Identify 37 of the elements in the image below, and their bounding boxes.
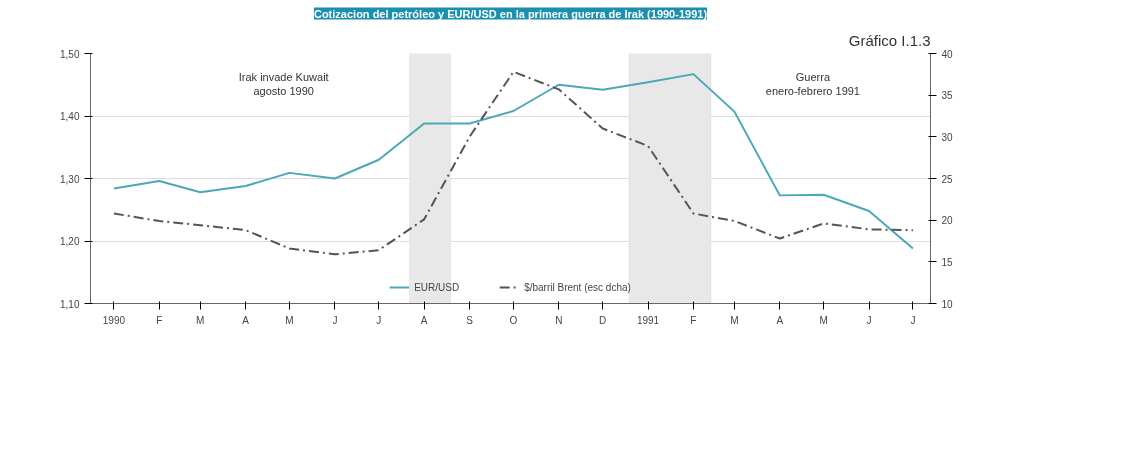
y-tick-label: 1,50	[60, 48, 80, 60]
legend-label: $/barril Brent (esc dcha)	[524, 281, 631, 293]
x-tick-label: A	[420, 314, 428, 326]
x-tick-label: A	[242, 314, 250, 326]
x-tick-label: A	[776, 314, 784, 326]
y2-tick-label: 30	[941, 131, 954, 143]
y-tick-label: 1,20	[60, 236, 80, 247]
x-tick-label: J	[332, 314, 338, 326]
x-tick-label: J	[866, 314, 872, 326]
x-tick-label: J	[910, 314, 916, 326]
y-tick-label: 1,40	[60, 111, 80, 122]
x-tick-label: 1991	[636, 314, 660, 326]
x-tick-label: M	[196, 314, 205, 326]
x-tick-label: N	[555, 314, 563, 326]
chart-title: Cotizacion del petróleo y EUR/USD en la primera guerra de Irak (1990-1991)	[313, 7, 708, 20]
y2-tick-label: 25	[941, 173, 954, 185]
annotation: Guerra enero-febrero 1991	[765, 71, 860, 98]
x-tick-label: M	[819, 314, 828, 326]
y2-tick-label: 15	[941, 256, 954, 268]
y-tick-label: 1,30	[60, 173, 80, 185]
x-tick-label: D	[599, 314, 607, 326]
y2-tick-label: 35	[941, 90, 954, 102]
y2-tick-label: 20	[941, 215, 954, 227]
x-tick-label: 1990	[102, 314, 126, 326]
annotation: Irak invade Kuwait agosto 1990	[238, 71, 329, 98]
x-tick-label: O	[509, 314, 518, 326]
x-tick-label: M	[285, 314, 294, 326]
y2-tick-label: 40	[941, 48, 954, 60]
x-tick-label: F	[690, 314, 697, 326]
x-tick-label: S	[466, 314, 474, 326]
y-tick-label: 1,10	[60, 298, 80, 310]
text: Gráfico I.1.3	[848, 31, 931, 49]
x-tick-label: F	[156, 314, 163, 326]
x-tick-label: J	[376, 314, 382, 326]
legend-label: EUR/USD	[414, 281, 460, 293]
x-tick-label: M	[730, 314, 739, 326]
y2-tick-label: 10	[941, 298, 954, 310]
